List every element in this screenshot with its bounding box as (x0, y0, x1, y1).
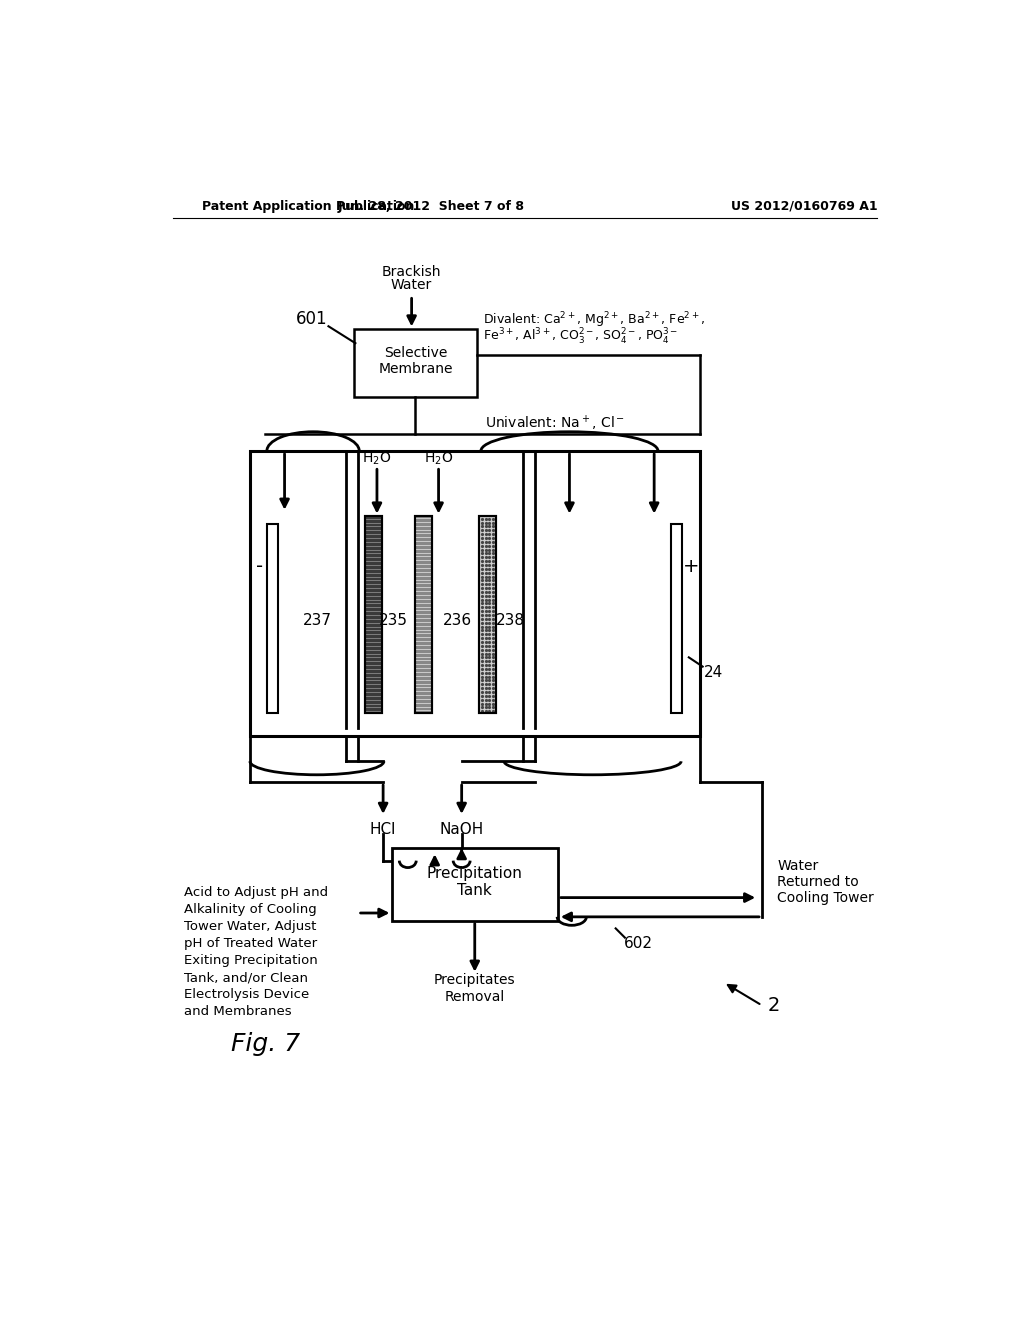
Text: 235: 235 (379, 612, 408, 628)
Text: +: + (683, 557, 699, 576)
Text: Patent Application Publication: Patent Application Publication (202, 199, 415, 213)
Text: 2: 2 (767, 995, 779, 1015)
Bar (267, 524, 278, 713)
Bar (366, 516, 382, 713)
Bar (250, 451, 700, 737)
Bar (671, 524, 682, 713)
Text: H$_2$O: H$_2$O (424, 450, 454, 467)
Text: Precipitates
Removal: Precipitates Removal (434, 973, 515, 1003)
Text: 236: 236 (442, 612, 472, 628)
Bar (354, 330, 477, 397)
Text: Divalent: Ca$^{2+}$, Mg$^{2+}$, Ba$^{2+}$, Fe$^{2+}$,: Divalent: Ca$^{2+}$, Mg$^{2+}$, Ba$^{2+}… (483, 310, 706, 330)
Text: Fe$^{3+}$, Al$^{3+}$, CO$_3^{2-}$, SO$_4^{2-}$, PO$_4^{3-}$: Fe$^{3+}$, Al$^{3+}$, CO$_3^{2-}$, SO$_4… (483, 327, 679, 347)
Bar (392, 847, 558, 921)
Text: Precipitation
Tank: Precipitation Tank (427, 866, 522, 899)
Text: NaOH: NaOH (439, 822, 483, 837)
Bar (479, 516, 497, 713)
Text: Brackish: Brackish (382, 265, 441, 280)
Text: 237: 237 (303, 612, 332, 628)
Bar (416, 516, 432, 713)
Text: Fig. 7: Fig. 7 (230, 1032, 300, 1056)
Text: 601: 601 (296, 310, 328, 327)
Text: 602: 602 (625, 936, 653, 952)
Bar (479, 516, 497, 713)
Text: H$_2$O: H$_2$O (362, 450, 391, 467)
Text: Water: Water (391, 277, 432, 292)
Text: Water
Returned to
Cooling Tower: Water Returned to Cooling Tower (777, 859, 874, 906)
Text: 238: 238 (496, 612, 524, 628)
Text: US 2012/0160769 A1: US 2012/0160769 A1 (731, 199, 878, 213)
Text: Acid to Adjust pH and
Alkalinity of Cooling
Tower Water, Adjust
pH of Treated Wa: Acid to Adjust pH and Alkalinity of Cool… (184, 886, 329, 1018)
Text: 24: 24 (705, 665, 724, 680)
Text: Jun. 28, 2012  Sheet 7 of 8: Jun. 28, 2012 Sheet 7 of 8 (337, 199, 524, 213)
Text: -: - (256, 557, 263, 576)
Text: HCl: HCl (370, 822, 396, 837)
Text: Selective
Membrane: Selective Membrane (378, 346, 453, 376)
Text: Univalent: Na$^+$, Cl$^-$: Univalent: Na$^+$, Cl$^-$ (484, 413, 625, 433)
Bar (366, 516, 382, 713)
Bar (416, 516, 432, 713)
